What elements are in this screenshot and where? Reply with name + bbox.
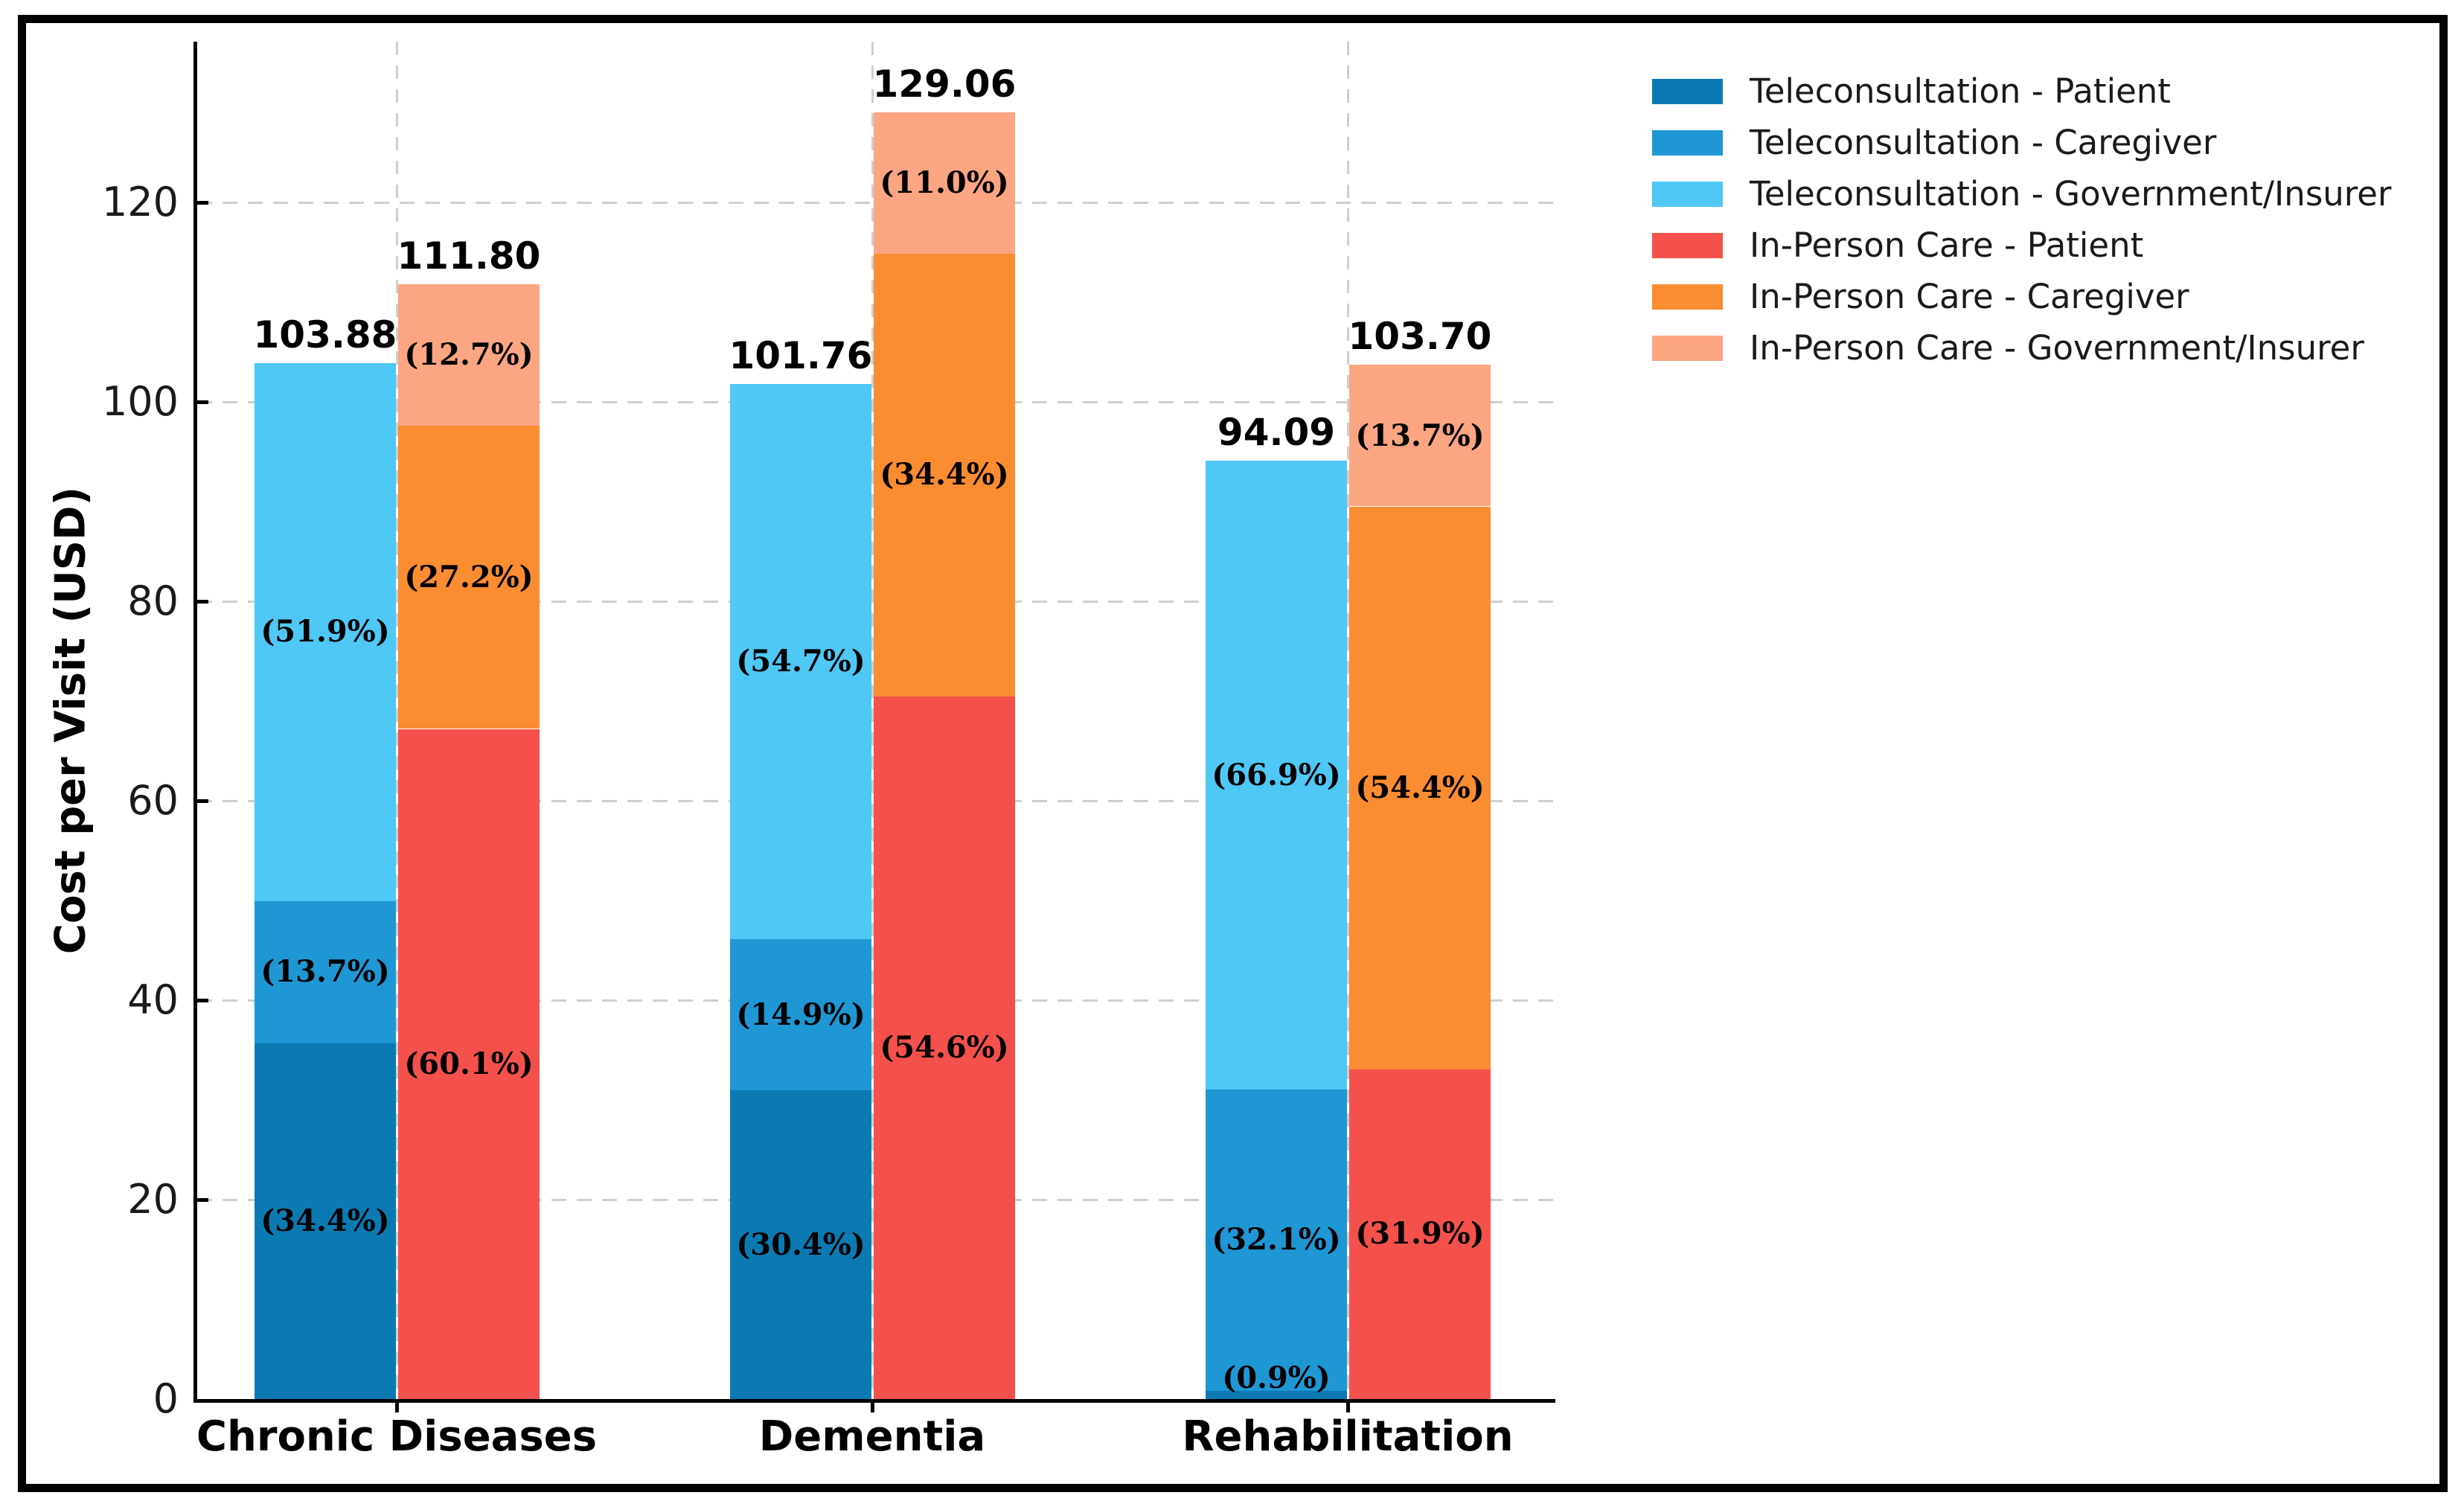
segment-pct-label: (11.0%) <box>880 165 1009 200</box>
bar-segment <box>874 112 1015 254</box>
segment-pct-label: (34.4%) <box>880 457 1009 492</box>
bar-segment <box>1349 365 1491 506</box>
segment-pct-label: (51.9%) <box>260 614 390 649</box>
segment-pct-label: (13.7%) <box>1355 418 1485 453</box>
x-tick <box>1346 1403 1350 1412</box>
y-axis-spine <box>193 42 197 1403</box>
bar-total-label: 94.09 <box>1217 411 1336 454</box>
segment-pct-label: (54.6%) <box>880 1030 1009 1065</box>
bar-segment <box>398 426 540 729</box>
bar-segment <box>398 284 540 426</box>
y-tick <box>197 999 208 1002</box>
legend-swatch <box>1652 232 1723 258</box>
legend-item: In-Person Care - Government/Insurer <box>1652 322 2392 374</box>
segment-pct-label: (13.7%) <box>260 954 390 989</box>
segment-pct-label: (30.4%) <box>736 1227 865 1262</box>
x-axis-spine <box>193 1399 1555 1403</box>
x-tick <box>395 1403 399 1412</box>
segment-pct-label: (60.1%) <box>404 1046 534 1081</box>
v-gridline <box>396 42 398 1399</box>
legend-swatch <box>1652 78 1723 104</box>
y-tick <box>197 201 208 205</box>
y-tick <box>197 600 208 604</box>
y-tick <box>197 799 208 803</box>
bar-segment <box>730 384 871 939</box>
bar-segment <box>255 363 396 901</box>
y-axis-label: Cost per Visit (USD) <box>46 486 95 955</box>
y-tick-label: 80 <box>127 577 179 624</box>
segment-pct-label: (27.2%) <box>404 560 534 595</box>
bar-segment <box>1349 1069 1491 1399</box>
y-tick-label: 40 <box>127 976 179 1023</box>
bar-segment <box>874 697 1015 1399</box>
bar-total-label: 111.80 <box>397 234 541 278</box>
x-tick-label-1: Dementia <box>758 1412 986 1461</box>
bar-segment <box>1206 461 1347 1089</box>
bar-total-label: 129.06 <box>872 63 1017 106</box>
legend-swatch <box>1652 129 1723 156</box>
segment-pct-label: (31.9%) <box>1355 1216 1485 1251</box>
y-tick <box>197 400 208 404</box>
legend-swatch <box>1652 181 1723 207</box>
segment-pct-label: (66.9%) <box>1212 758 1341 793</box>
segment-pct-label: (12.7%) <box>404 337 534 372</box>
bar-total-label: 103.70 <box>1348 315 1492 358</box>
bar-segment <box>255 1043 396 1399</box>
legend-label: In-Person Care - Patient <box>1750 225 2144 265</box>
bar-total-label: 101.76 <box>729 334 873 377</box>
legend-label: Teleconsultation - Caregiver <box>1750 123 2217 162</box>
x-tick <box>871 1403 874 1412</box>
legend-item: In-Person Care - Patient <box>1652 220 2392 271</box>
bar-segment <box>730 939 871 1090</box>
y-tick <box>197 1198 208 1202</box>
legend-item: Teleconsultation - Patient <box>1652 65 2392 117</box>
segment-pct-label: (34.4%) <box>260 1203 390 1238</box>
y-tick-label: 100 <box>101 378 179 425</box>
bar-segment <box>874 254 1015 697</box>
segment-pct-label: (54.7%) <box>736 644 865 679</box>
v-gridline <box>1347 42 1349 1399</box>
bar-segment <box>398 729 540 1399</box>
legend-item: In-Person Care - Caregiver <box>1652 271 2392 322</box>
segment-pct-label: (54.4%) <box>1355 770 1485 805</box>
legend-label: Teleconsultation - Government/Insurer <box>1750 174 2392 214</box>
legend: Teleconsultation - Patient Teleconsultati… <box>1652 65 2392 374</box>
y-tick-label: 120 <box>101 179 179 225</box>
y-tick-label: 20 <box>127 1176 179 1223</box>
bar-segment <box>1206 1391 1347 1399</box>
y-tick-label: 0 <box>153 1375 179 1422</box>
segment-pct-label: (0.9%) <box>1222 1360 1331 1395</box>
x-tick-label-2: Rehabilitation <box>1182 1412 1514 1461</box>
legend-label: In-Person Care - Government/Insurer <box>1750 328 2364 368</box>
legend-item: Teleconsultation - Government/Insurer <box>1652 168 2392 220</box>
bar-segment <box>1206 1089 1347 1391</box>
legend-label: Teleconsultation - Patient <box>1750 71 2171 111</box>
y-tick-label: 60 <box>127 777 179 824</box>
x-tick-label-0: Chronic Diseases <box>196 1412 598 1461</box>
bar-total-label: 103.88 <box>253 313 397 356</box>
bar-segment <box>730 1090 871 1399</box>
bar-segment <box>1349 507 1491 1069</box>
bar-segment <box>255 901 396 1043</box>
segment-pct-label: (14.9%) <box>736 997 865 1032</box>
legend-label: In-Person Care - Caregiver <box>1750 277 2189 316</box>
v-gridline <box>871 42 874 1399</box>
legend-item: Teleconsultation - Caregiver <box>1652 117 2392 168</box>
legend-swatch <box>1652 284 1723 310</box>
legend-swatch <box>1652 335 1723 361</box>
segment-pct-label: (32.1%) <box>1212 1222 1341 1257</box>
